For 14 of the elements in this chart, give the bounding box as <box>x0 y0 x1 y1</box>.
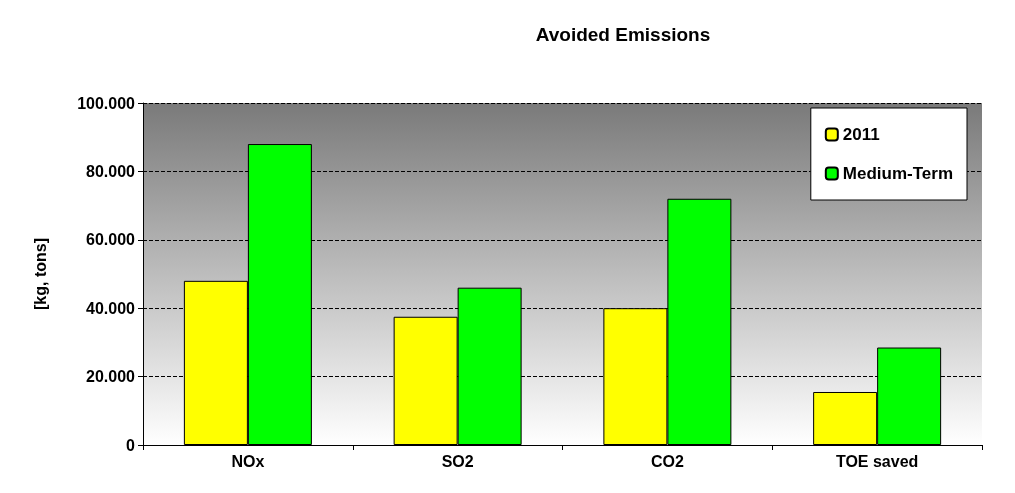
x-tick-label: SO2 <box>441 452 474 470</box>
legend-label: 2011 <box>842 125 880 144</box>
y-tick-label: 40.000 <box>86 299 136 317</box>
x-tick-label: NOx <box>231 452 265 470</box>
x-tick-label: TOE saved <box>835 452 919 470</box>
y-tick-label: 20.000 <box>86 368 136 386</box>
y-axis-title: [kg, tons] <box>31 238 49 310</box>
y-tick-label: 60.000 <box>86 231 136 249</box>
y-tick-label: 80.000 <box>86 162 136 180</box>
x-tick-label: CO2 <box>650 452 684 470</box>
chart-title: Avoided Emissions <box>535 24 711 45</box>
legend-label: Medium-Term <box>842 164 954 183</box>
y-tick-label: 100.000 <box>77 94 136 112</box>
y-tick-label: 0 <box>126 436 136 454</box>
